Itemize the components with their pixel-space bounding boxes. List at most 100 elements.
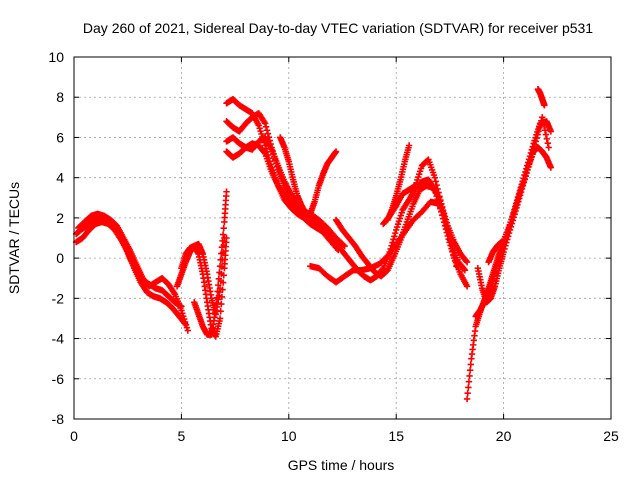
data-point (217, 256, 224, 264)
data-point (466, 366, 474, 374)
data-point (512, 207, 519, 215)
data-point (405, 142, 413, 149)
data-point (540, 122, 548, 130)
data-point (505, 229, 513, 237)
data-point (518, 185, 526, 193)
data-point (436, 193, 443, 200)
data-point (542, 131, 550, 138)
data-point (523, 169, 530, 177)
y-tick-label: -4 (52, 331, 65, 347)
data-point (340, 241, 347, 249)
y-axis-title: SDTVAR / TECUs (6, 182, 22, 294)
data-point (500, 248, 507, 256)
data-point (216, 262, 224, 270)
data-point (441, 213, 449, 220)
data-point (263, 127, 271, 134)
y-tick-label: 4 (56, 170, 64, 186)
data-point (504, 236, 511, 243)
y-tick-label: 8 (56, 89, 64, 105)
data-point (432, 178, 439, 185)
data-point (219, 237, 226, 245)
data-point (463, 258, 471, 266)
data-series (534, 85, 548, 109)
data-point (462, 257, 470, 265)
data-point (388, 242, 395, 249)
data-point (516, 195, 523, 202)
data-point (392, 229, 399, 237)
data-series (277, 134, 340, 218)
data-point (433, 181, 440, 189)
data-series (75, 210, 192, 334)
data-point (545, 144, 552, 151)
data-point (536, 124, 543, 131)
x-tick-label: 5 (178, 428, 186, 444)
data-point (184, 327, 192, 334)
data-point (437, 196, 444, 204)
data-point (464, 389, 471, 397)
data-point (443, 219, 451, 226)
data-point (522, 173, 529, 180)
data-point (541, 127, 549, 134)
data-point (528, 154, 535, 161)
data-series (384, 142, 413, 224)
data-point (543, 135, 551, 143)
x-tick-label: 10 (281, 428, 297, 444)
data-point (533, 134, 540, 142)
y-tick-label: -8 (52, 411, 65, 427)
data-point (223, 234, 230, 242)
data-point (509, 217, 517, 224)
data-point (439, 203, 446, 211)
data-series (72, 218, 189, 328)
data-point (531, 141, 539, 148)
data-point (541, 102, 548, 109)
data-point (516, 191, 524, 199)
data-point (511, 210, 518, 218)
data-point (438, 200, 445, 208)
data-point (532, 138, 540, 145)
data-point (463, 283, 471, 290)
data-point (431, 174, 439, 181)
data-point (547, 128, 555, 135)
data-point (439, 206, 447, 214)
data-point (216, 269, 223, 276)
data-series (485, 238, 505, 266)
data-point (220, 225, 227, 232)
data-point (219, 279, 227, 286)
data-point (434, 185, 441, 193)
plot-frame (73, 56, 612, 420)
y-tick-label: 0 (56, 250, 64, 266)
data-point (513, 204, 520, 212)
x-axis-title: GPS time / hours (288, 457, 395, 473)
data-point (463, 395, 471, 403)
data-point (386, 248, 393, 256)
data-point (539, 114, 546, 121)
data-point (216, 315, 224, 322)
data-point (506, 226, 514, 234)
data-point (213, 294, 221, 301)
data-point (387, 245, 394, 253)
data-point (520, 179, 528, 186)
data-point (440, 210, 448, 217)
data-point (461, 266, 469, 274)
data-point (526, 160, 533, 167)
data-point (519, 182, 527, 189)
data-point (467, 361, 474, 368)
data-point (547, 164, 555, 171)
data-point (460, 265, 468, 273)
data-series (474, 114, 552, 306)
data-point (214, 288, 221, 295)
y-tick-label: 6 (56, 129, 64, 145)
axis-ticks: 0 5 10 15 20 25 -8 -6 -4 -2 0 2 4 6 8 10 (48, 49, 619, 444)
data-point (529, 147, 537, 155)
data-point (218, 250, 225, 257)
data-point (215, 281, 222, 289)
grid (74, 57, 611, 419)
data-point (264, 130, 272, 137)
data-point (544, 139, 551, 147)
data-point (213, 300, 220, 308)
data-points (72, 85, 555, 403)
data-point (219, 231, 227, 238)
data-point (435, 189, 442, 196)
x-tick-label: 0 (70, 428, 78, 444)
